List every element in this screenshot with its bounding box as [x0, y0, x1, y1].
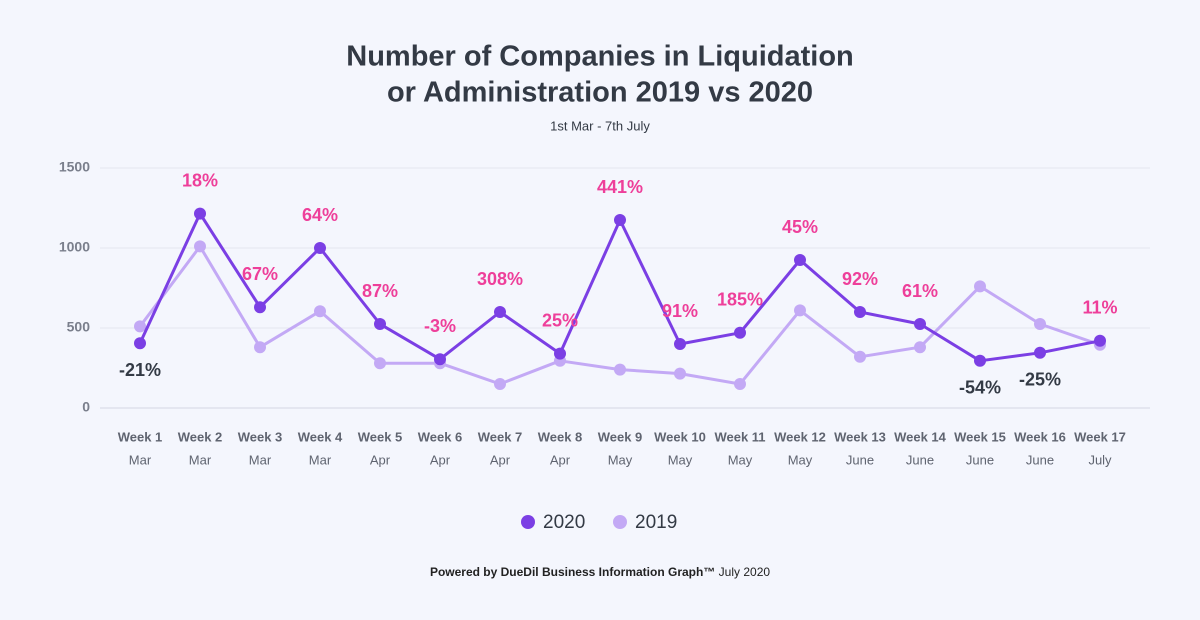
data-point: [554, 347, 566, 360]
y-tick-label: 1000: [59, 239, 90, 255]
x-tick-label: Week 16: [1014, 429, 1066, 444]
x-tick-label: Week 5: [358, 429, 403, 444]
x-tick-sublabel: May: [788, 452, 813, 467]
change-label: 185%: [717, 290, 763, 310]
x-tick-sublabel: Mar: [249, 452, 272, 467]
y-tick-label: 1500: [59, 159, 90, 175]
data-point: [614, 214, 626, 226]
x-tick-sublabel: June: [846, 452, 874, 467]
data-point: [374, 318, 386, 330]
x-tick-label: Week 17: [1074, 429, 1126, 444]
data-point: [734, 378, 746, 390]
data-point: [854, 350, 866, 363]
x-tick-sublabel: May: [728, 452, 753, 467]
data-point: [974, 354, 986, 367]
x-tick-label: Week 14: [894, 429, 947, 444]
data-point: [794, 254, 806, 266]
x-tick-label: Week 12: [774, 429, 826, 444]
data-point: [134, 320, 146, 333]
data-point: [674, 367, 686, 380]
data-point: [314, 305, 326, 318]
data-point: [374, 357, 386, 370]
data-point: [254, 301, 266, 314]
subtitle: 1st Mar - 7th July: [550, 118, 650, 133]
x-tick-label: Week 7: [478, 429, 523, 444]
change-label: 11%: [1082, 298, 1117, 318]
change-label: 92%: [842, 269, 878, 289]
data-point: [674, 338, 686, 350]
x-tick-sublabel: June: [966, 452, 994, 467]
change-label: 45%: [782, 217, 818, 237]
footer-bold: Powered by DueDil Business Information G…: [430, 565, 715, 579]
data-point: [614, 363, 626, 376]
change-label: -54%: [959, 378, 1001, 398]
x-tick-sublabel: May: [608, 452, 633, 467]
x-tick-label: Week 4: [298, 429, 343, 444]
x-tick-label: Week 15: [954, 429, 1006, 444]
x-tick-label: Week 13: [834, 429, 886, 444]
y-tick-label: 500: [67, 319, 91, 335]
footer: Powered by DueDil Business Information G…: [430, 565, 770, 579]
x-tick-label: Week 9: [598, 429, 643, 444]
x-tick-label: Week 3: [238, 429, 283, 444]
data-point: [794, 304, 806, 317]
change-label: 441%: [597, 177, 643, 197]
data-point: [1034, 318, 1046, 330]
data-point: [194, 207, 206, 220]
chart-title: Number of Companies in Liquidation: [346, 41, 854, 73]
legend-marker: [613, 515, 627, 529]
x-tick-label: Week 8: [538, 429, 583, 444]
legend-marker: [521, 515, 535, 529]
data-point: [254, 341, 266, 354]
data-point: [434, 353, 446, 366]
data-point: [914, 341, 926, 354]
change-label: 64%: [302, 205, 338, 225]
chart-title: or Administration 2019 vs 2020: [387, 77, 813, 109]
legend-label: 2019: [635, 512, 677, 533]
x-tick-label: Week 11: [714, 429, 765, 444]
change-label: 308%: [477, 269, 523, 289]
x-tick-label: Week 1: [118, 429, 163, 444]
change-label: 91%: [662, 301, 698, 321]
change-label: -21%: [119, 360, 161, 380]
data-point: [194, 240, 206, 253]
data-point: [494, 306, 506, 318]
data-point: [494, 378, 506, 390]
x-tick-sublabel: Apr: [490, 452, 511, 467]
change-label: 18%: [182, 170, 218, 190]
data-point: [1094, 334, 1106, 347]
data-point: [974, 280, 986, 293]
x-tick-sublabel: Mar: [189, 452, 212, 467]
x-tick-sublabel: June: [1026, 452, 1054, 467]
data-point: [1034, 346, 1046, 359]
x-tick-sublabel: June: [906, 452, 934, 467]
x-tick-sublabel: Mar: [129, 452, 152, 467]
change-label: 61%: [902, 281, 938, 301]
x-tick-sublabel: July: [1088, 452, 1112, 467]
change-label: 25%: [542, 310, 578, 330]
x-tick-label: Week 10: [654, 429, 706, 444]
data-point: [914, 318, 926, 330]
footer-text: July 2020: [719, 565, 771, 579]
data-point: [314, 242, 326, 254]
legend-label: 2020: [543, 512, 585, 533]
change-label: 67%: [242, 264, 278, 284]
y-tick-label: 0: [82, 399, 90, 415]
change-label: 87%: [362, 281, 398, 301]
change-label: -25%: [1019, 370, 1061, 390]
x-tick-label: Week 6: [418, 429, 463, 444]
change-label: -3%: [424, 316, 456, 336]
x-tick-sublabel: May: [668, 452, 693, 467]
data-point: [134, 337, 146, 350]
x-tick-sublabel: Mar: [309, 452, 332, 467]
x-tick-sublabel: Apr: [430, 452, 451, 467]
data-point: [734, 326, 746, 339]
x-tick-label: Week 2: [178, 429, 223, 444]
data-point: [854, 306, 866, 318]
x-tick-sublabel: Apr: [550, 452, 571, 467]
x-tick-sublabel: Apr: [370, 452, 391, 467]
